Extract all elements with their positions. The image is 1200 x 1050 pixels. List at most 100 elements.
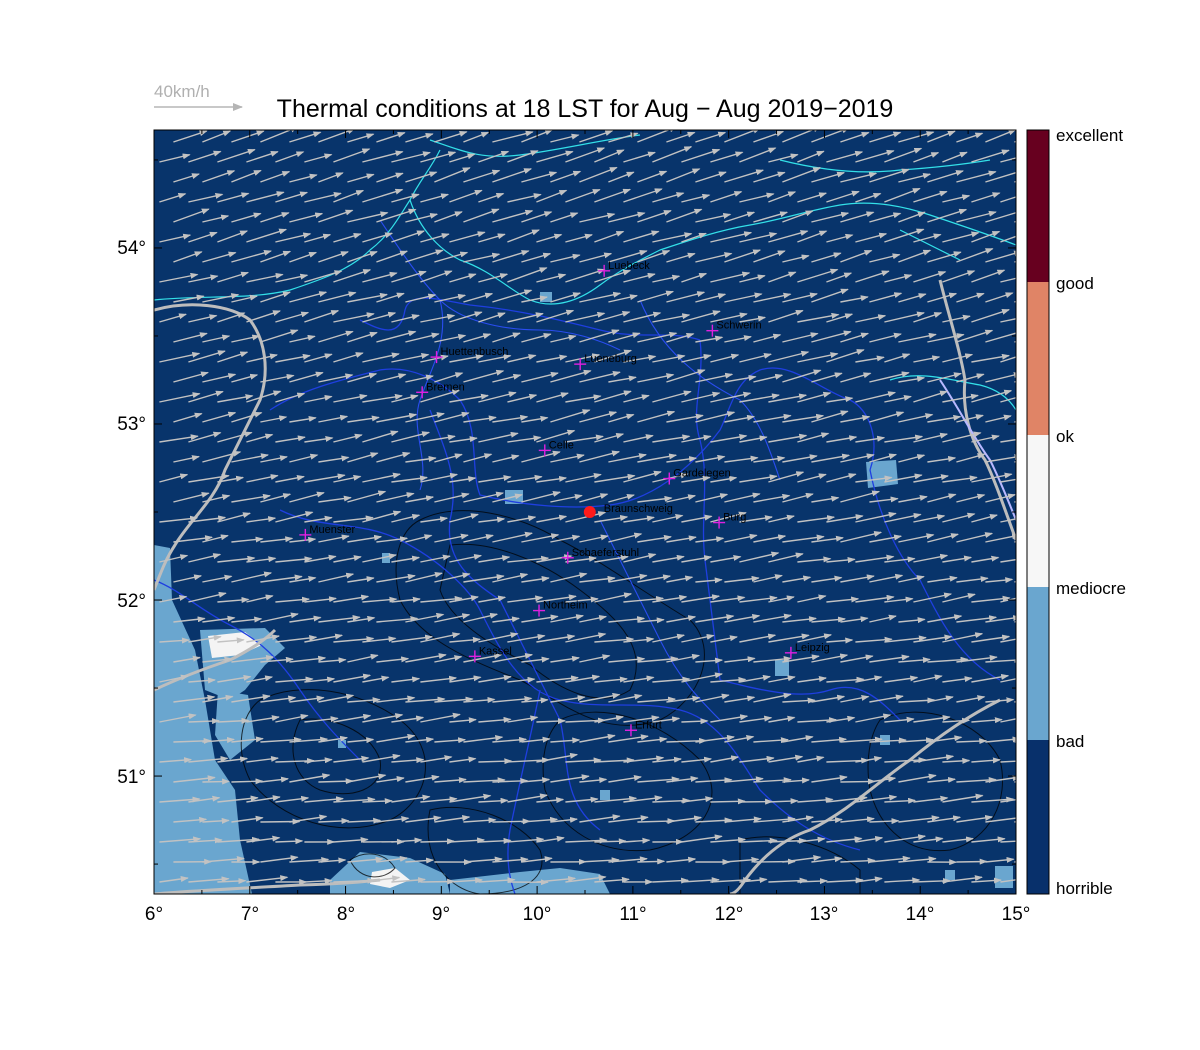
wind-arrow xyxy=(318,657,347,664)
wind-arrow xyxy=(985,414,1012,423)
wind-arrow xyxy=(710,191,743,203)
wind-arrow xyxy=(362,636,397,643)
wind-arrow xyxy=(565,473,602,483)
wind-arrow xyxy=(768,393,808,403)
wind-arrow xyxy=(507,595,544,603)
wind-arrow xyxy=(840,131,870,143)
wind-arrow xyxy=(333,269,372,283)
wind-arrow xyxy=(724,335,752,343)
wind-arrow xyxy=(173,208,210,223)
wind-arrow xyxy=(637,170,668,183)
wind-arrow xyxy=(333,515,374,523)
wind-arrow xyxy=(608,493,635,503)
wind-arrow xyxy=(188,795,221,803)
lon-tick-label: 6° xyxy=(145,904,163,925)
wind-arrow xyxy=(942,793,984,803)
wind-arrow xyxy=(536,752,579,763)
wind-arrow xyxy=(246,353,278,363)
wind-arrow xyxy=(884,675,919,683)
wind-arrow xyxy=(811,330,852,343)
wind-arrow xyxy=(681,877,720,884)
wind-arrow xyxy=(869,534,903,543)
wind-arrow xyxy=(594,592,633,603)
wind-arrow xyxy=(333,796,376,803)
wind-arrow xyxy=(449,231,486,243)
wind-arrow xyxy=(710,836,747,843)
wind-arrow xyxy=(594,795,638,803)
wind-arrow xyxy=(420,434,456,443)
wind-arrow xyxy=(275,191,309,203)
wind-arrow xyxy=(608,332,641,343)
wind-arrow xyxy=(521,371,559,383)
wind-arrow xyxy=(333,836,369,843)
wind-arrow xyxy=(478,797,509,804)
wind-arrow xyxy=(594,715,625,723)
wind-arrow xyxy=(782,616,817,623)
city-label: Luebeck xyxy=(608,260,650,272)
wind-arrow xyxy=(637,858,666,865)
wind-arrow xyxy=(231,169,262,183)
wind-arrow xyxy=(942,632,984,643)
wind-arrow xyxy=(260,170,291,183)
wind-arrow xyxy=(840,490,881,503)
wind-arrow xyxy=(565,717,606,724)
wind-arrow xyxy=(536,797,565,804)
wind-arrow xyxy=(159,392,201,403)
wind-arrow xyxy=(1000,235,1016,243)
wind-arrow xyxy=(420,233,450,243)
wind-arrow xyxy=(478,391,517,403)
wind-arrow xyxy=(608,775,642,783)
wind-arrow xyxy=(188,677,216,684)
wind-arrow xyxy=(492,531,533,543)
wind-arrow xyxy=(1000,277,1016,283)
wind-arrow xyxy=(826,596,860,603)
wind-arrow xyxy=(782,697,816,704)
wind-arrow xyxy=(246,310,281,323)
wind-arrow xyxy=(304,192,342,203)
wind-arrow xyxy=(347,211,389,223)
wind-arrow xyxy=(202,293,240,303)
wind-arrow xyxy=(507,354,537,363)
wind-arrow xyxy=(710,676,747,683)
wind-arrow xyxy=(246,516,277,523)
wind-arrow xyxy=(855,232,888,243)
wind-arrow xyxy=(391,837,423,844)
wind-arrow xyxy=(420,516,449,523)
wind-arrow xyxy=(637,373,675,383)
wind-arrow xyxy=(217,637,245,644)
wind-arrow xyxy=(782,210,814,223)
wind-arrow xyxy=(637,410,676,423)
wind-arrow xyxy=(507,193,542,203)
wind-arrow xyxy=(463,856,503,863)
wind-arrow xyxy=(695,293,727,303)
wind-arrow xyxy=(376,208,417,223)
wind-arrow xyxy=(260,736,302,743)
wind-arrow xyxy=(942,151,968,163)
wind-arrow xyxy=(565,837,608,844)
wind-arrow xyxy=(318,209,354,223)
wind-arrow xyxy=(898,856,937,863)
wind-arrow xyxy=(913,190,948,203)
wind-arrow xyxy=(768,271,797,283)
wind-arrow xyxy=(637,130,678,143)
wind-arrow xyxy=(347,331,378,343)
wind-arrow xyxy=(855,475,893,483)
wind-arrow xyxy=(405,736,435,743)
wind-arrow xyxy=(826,272,853,283)
wind-arrow xyxy=(768,471,805,483)
wind-arrow xyxy=(811,288,849,303)
wind-arrow xyxy=(681,555,713,563)
wind-arrow xyxy=(550,614,585,623)
wind-arrow xyxy=(768,633,810,643)
wind-arrow xyxy=(927,455,957,463)
wind-arrow xyxy=(884,311,925,323)
wind-arrow xyxy=(173,130,208,143)
wind-arrow xyxy=(304,153,333,163)
wind-arrow xyxy=(202,574,233,583)
wind-arrow xyxy=(942,757,971,764)
wind-arrow xyxy=(884,556,916,563)
city-marker: Lueneburg xyxy=(574,353,637,371)
wind-arrow xyxy=(318,373,354,383)
wind-arrow xyxy=(971,472,1013,483)
wind-arrow xyxy=(434,453,463,463)
